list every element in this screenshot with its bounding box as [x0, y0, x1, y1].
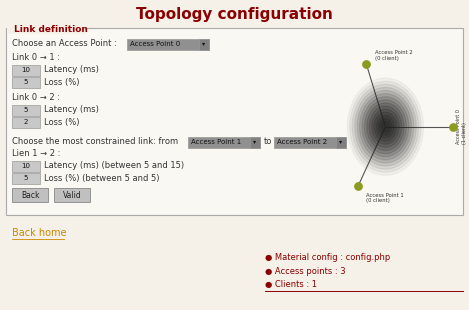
Text: Link definition: Link definition — [14, 24, 88, 33]
Circle shape — [364, 100, 407, 154]
Text: ▾: ▾ — [340, 140, 342, 144]
Text: Link 0 → 1 :: Link 0 → 1 : — [12, 54, 60, 63]
Text: Access Point 1
(0 client): Access Point 1 (0 client) — [366, 193, 404, 203]
Text: ▾: ▾ — [253, 140, 257, 144]
Text: Access Point 2
(0 client): Access Point 2 (0 client) — [375, 50, 412, 61]
Text: Back home: Back home — [12, 228, 67, 238]
Bar — [12, 64, 40, 76]
Text: Choose the most constrained link: from: Choose the most constrained link: from — [12, 138, 178, 147]
Text: ● Material config : config.php: ● Material config : config.php — [265, 254, 390, 263]
Text: Valid: Valid — [63, 192, 82, 201]
Text: Loss (%) (between 5 and 5): Loss (%) (between 5 and 5) — [44, 174, 159, 183]
Circle shape — [371, 109, 399, 144]
Text: ● Clients : 1: ● Clients : 1 — [265, 280, 317, 289]
Text: to: to — [264, 138, 272, 147]
Text: 5: 5 — [24, 107, 28, 113]
Text: Link 0 → 2 :: Link 0 → 2 : — [12, 94, 60, 103]
Bar — [54, 188, 90, 202]
Circle shape — [362, 97, 409, 157]
Text: Choose an Access Point :: Choose an Access Point : — [12, 39, 117, 48]
Circle shape — [369, 106, 401, 148]
Circle shape — [367, 103, 404, 151]
Text: Access Point 0
(1 client): Access Point 0 (1 client) — [456, 109, 467, 144]
Circle shape — [377, 115, 394, 138]
Text: 5: 5 — [24, 175, 28, 181]
Point — [363, 62, 370, 67]
Circle shape — [350, 81, 421, 172]
Text: Back: Back — [21, 192, 39, 201]
Bar — [274, 136, 346, 148]
Text: Access Point 2: Access Point 2 — [277, 139, 327, 145]
Text: Latency (ms) (between 5 and 15): Latency (ms) (between 5 and 15) — [44, 162, 184, 171]
Bar — [127, 38, 209, 50]
Bar — [7, 22, 87, 34]
Text: Latency (ms): Latency (ms) — [44, 105, 99, 114]
Bar — [199, 38, 209, 50]
Text: Loss (%): Loss (%) — [44, 78, 80, 86]
Circle shape — [374, 112, 397, 141]
Bar — [336, 136, 346, 148]
Text: Topology configuration: Topology configuration — [136, 7, 333, 21]
Bar — [12, 161, 40, 171]
Circle shape — [381, 122, 389, 132]
Text: 10: 10 — [22, 67, 30, 73]
Circle shape — [379, 118, 392, 135]
Text: ● Access points : 3: ● Access points : 3 — [265, 267, 346, 276]
Bar — [12, 188, 48, 202]
Bar — [188, 136, 260, 148]
Text: Lien 1 → 2 :: Lien 1 → 2 : — [12, 149, 61, 158]
Text: Loss (%): Loss (%) — [44, 117, 80, 126]
Text: 5: 5 — [24, 79, 28, 85]
Text: Latency (ms): Latency (ms) — [44, 65, 99, 74]
Bar — [250, 136, 260, 148]
Bar — [6, 28, 463, 215]
Bar — [12, 104, 40, 116]
Point — [355, 183, 362, 188]
Text: 2: 2 — [24, 119, 28, 125]
Text: ▾: ▾ — [203, 42, 205, 46]
Text: Access Point 0: Access Point 0 — [130, 41, 180, 47]
Circle shape — [352, 84, 419, 169]
Bar — [12, 77, 40, 87]
Bar — [12, 117, 40, 127]
Text: Access Point 1: Access Point 1 — [191, 139, 241, 145]
Bar — [12, 172, 40, 184]
Circle shape — [357, 91, 414, 163]
Point — [450, 124, 457, 129]
Text: 10: 10 — [22, 163, 30, 169]
Circle shape — [355, 87, 416, 166]
Circle shape — [359, 94, 411, 160]
